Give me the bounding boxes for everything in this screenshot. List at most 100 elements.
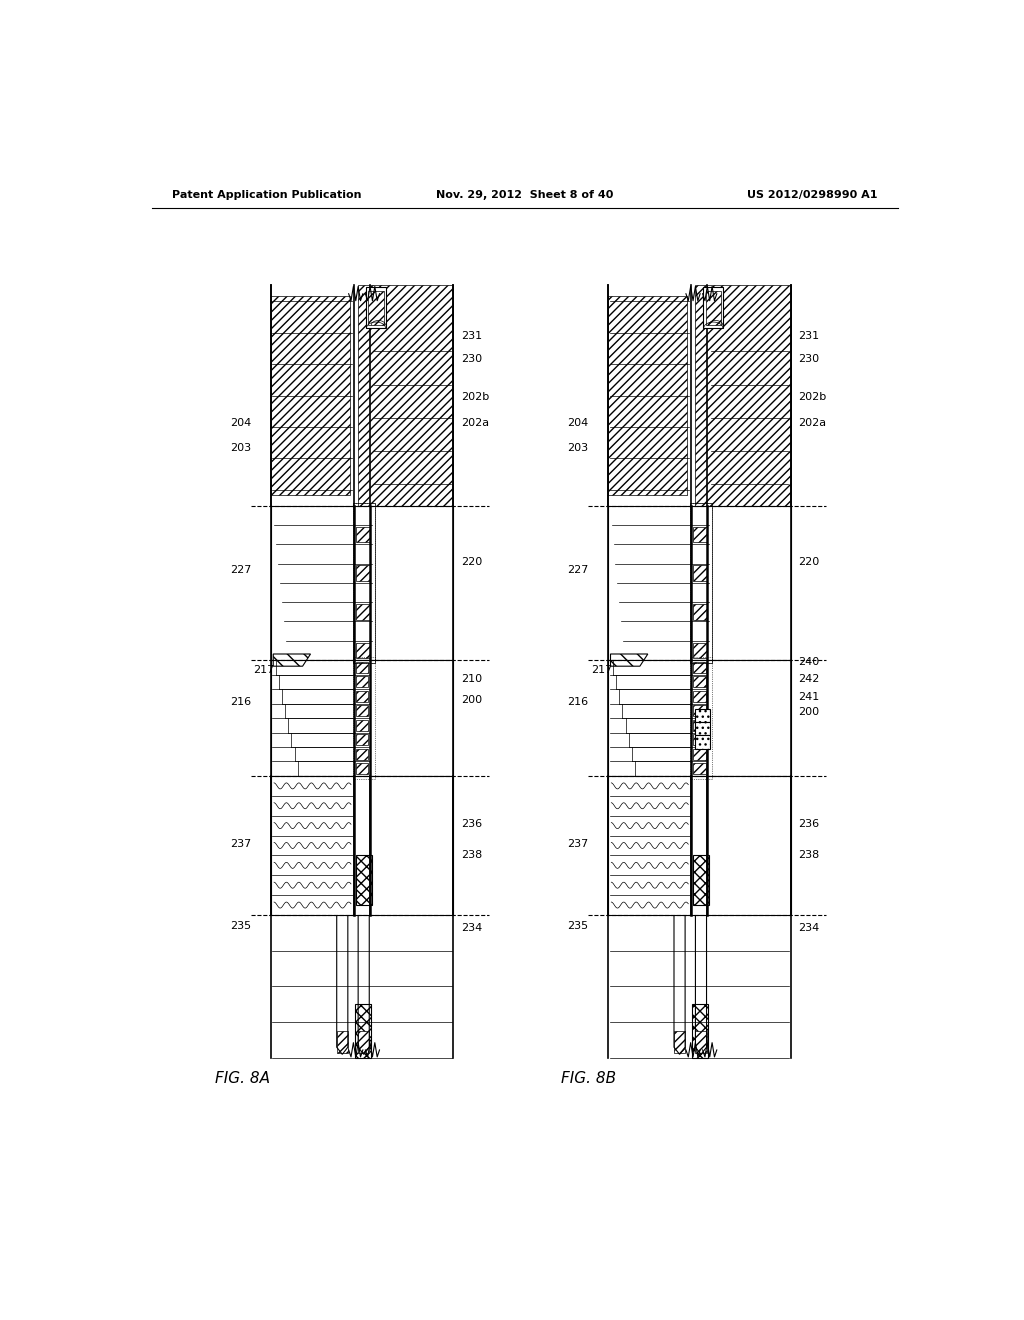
Text: 204: 204 — [567, 417, 588, 428]
Text: 231: 231 — [461, 331, 482, 342]
Text: Nov. 29, 2012  Sheet 8 of 40: Nov. 29, 2012 Sheet 8 of 40 — [436, 190, 613, 201]
Text: 220: 220 — [799, 557, 820, 566]
Bar — [693, 690, 706, 702]
Bar — [608, 776, 791, 915]
Text: 227: 227 — [229, 565, 251, 576]
Text: FIG. 8B: FIG. 8B — [560, 1071, 615, 1086]
Bar — [695, 735, 710, 748]
Bar — [693, 763, 706, 775]
Bar — [352, 503, 375, 663]
Bar — [693, 855, 709, 906]
Bar — [693, 565, 708, 581]
Bar — [369, 290, 384, 325]
Bar — [693, 527, 708, 543]
Bar — [355, 734, 369, 746]
Bar — [367, 288, 386, 329]
Bar — [622, 622, 690, 640]
Bar — [355, 719, 369, 731]
Bar — [611, 525, 690, 544]
Bar — [355, 605, 370, 619]
Bar — [692, 1005, 709, 1057]
Text: 236: 236 — [461, 820, 482, 829]
Text: 230: 230 — [799, 354, 820, 363]
Bar — [613, 544, 690, 564]
Text: 217: 217 — [591, 665, 612, 675]
Text: US 2012/0298990 A1: US 2012/0298990 A1 — [748, 190, 878, 201]
Text: 216: 216 — [567, 697, 588, 708]
Bar — [358, 1031, 370, 1052]
Bar — [280, 583, 352, 602]
Bar — [693, 748, 706, 760]
Bar — [706, 290, 721, 325]
Bar — [693, 705, 706, 717]
Text: 235: 235 — [567, 921, 588, 931]
Text: 237: 237 — [567, 840, 588, 850]
Bar — [355, 643, 370, 659]
Bar — [693, 719, 706, 731]
Bar — [693, 643, 708, 659]
Bar — [355, 661, 369, 673]
Bar — [355, 565, 370, 581]
Bar — [355, 527, 370, 543]
Bar — [355, 855, 372, 906]
Text: 238: 238 — [461, 850, 482, 859]
Bar — [620, 602, 690, 622]
Bar — [693, 676, 706, 688]
Bar — [282, 602, 352, 622]
Text: 227: 227 — [567, 565, 588, 576]
Bar — [703, 288, 723, 329]
Text: 241: 241 — [799, 692, 820, 702]
Bar — [693, 734, 706, 746]
Bar — [270, 297, 350, 495]
Bar — [695, 1031, 707, 1052]
Bar — [608, 506, 791, 660]
Bar — [695, 285, 791, 506]
Bar — [623, 640, 690, 660]
Text: 202a: 202a — [799, 417, 826, 428]
Bar — [355, 676, 369, 688]
Bar — [352, 657, 375, 779]
Text: 204: 204 — [229, 417, 251, 428]
Bar — [279, 564, 352, 583]
Bar — [355, 748, 369, 760]
Bar — [286, 640, 352, 660]
Bar — [355, 705, 369, 717]
Text: 242: 242 — [799, 673, 820, 684]
Bar — [274, 525, 352, 544]
Bar — [270, 776, 454, 915]
Text: 237: 237 — [229, 840, 251, 850]
Bar — [270, 660, 454, 776]
Bar — [695, 709, 710, 722]
Bar — [337, 1031, 348, 1052]
Bar — [608, 297, 687, 495]
Text: 240: 240 — [799, 656, 820, 667]
Text: 235: 235 — [229, 921, 251, 931]
Text: 202a: 202a — [461, 417, 489, 428]
Text: 203: 203 — [567, 444, 588, 453]
Bar — [693, 605, 708, 619]
Bar — [690, 657, 712, 779]
Text: 231: 231 — [799, 331, 820, 342]
Text: 202b: 202b — [461, 392, 489, 403]
Bar — [690, 503, 712, 663]
Text: 203: 203 — [229, 444, 251, 453]
Text: 236: 236 — [799, 820, 820, 829]
Text: 220: 220 — [461, 557, 482, 566]
Bar — [674, 1031, 685, 1052]
Bar — [693, 661, 706, 673]
Text: 230: 230 — [461, 354, 482, 363]
Text: 202b: 202b — [799, 392, 826, 403]
Bar — [608, 660, 791, 776]
Text: 238: 238 — [799, 850, 820, 859]
Bar — [284, 622, 352, 640]
Bar — [355, 763, 369, 775]
Text: 200: 200 — [799, 708, 820, 717]
Text: Patent Application Publication: Patent Application Publication — [172, 190, 361, 201]
Bar — [690, 503, 712, 663]
Text: FIG. 8A: FIG. 8A — [215, 1071, 270, 1086]
Bar — [270, 506, 454, 660]
Text: 210: 210 — [461, 673, 482, 684]
Bar — [355, 690, 369, 702]
Bar — [617, 583, 690, 602]
Text: 200: 200 — [461, 696, 482, 705]
